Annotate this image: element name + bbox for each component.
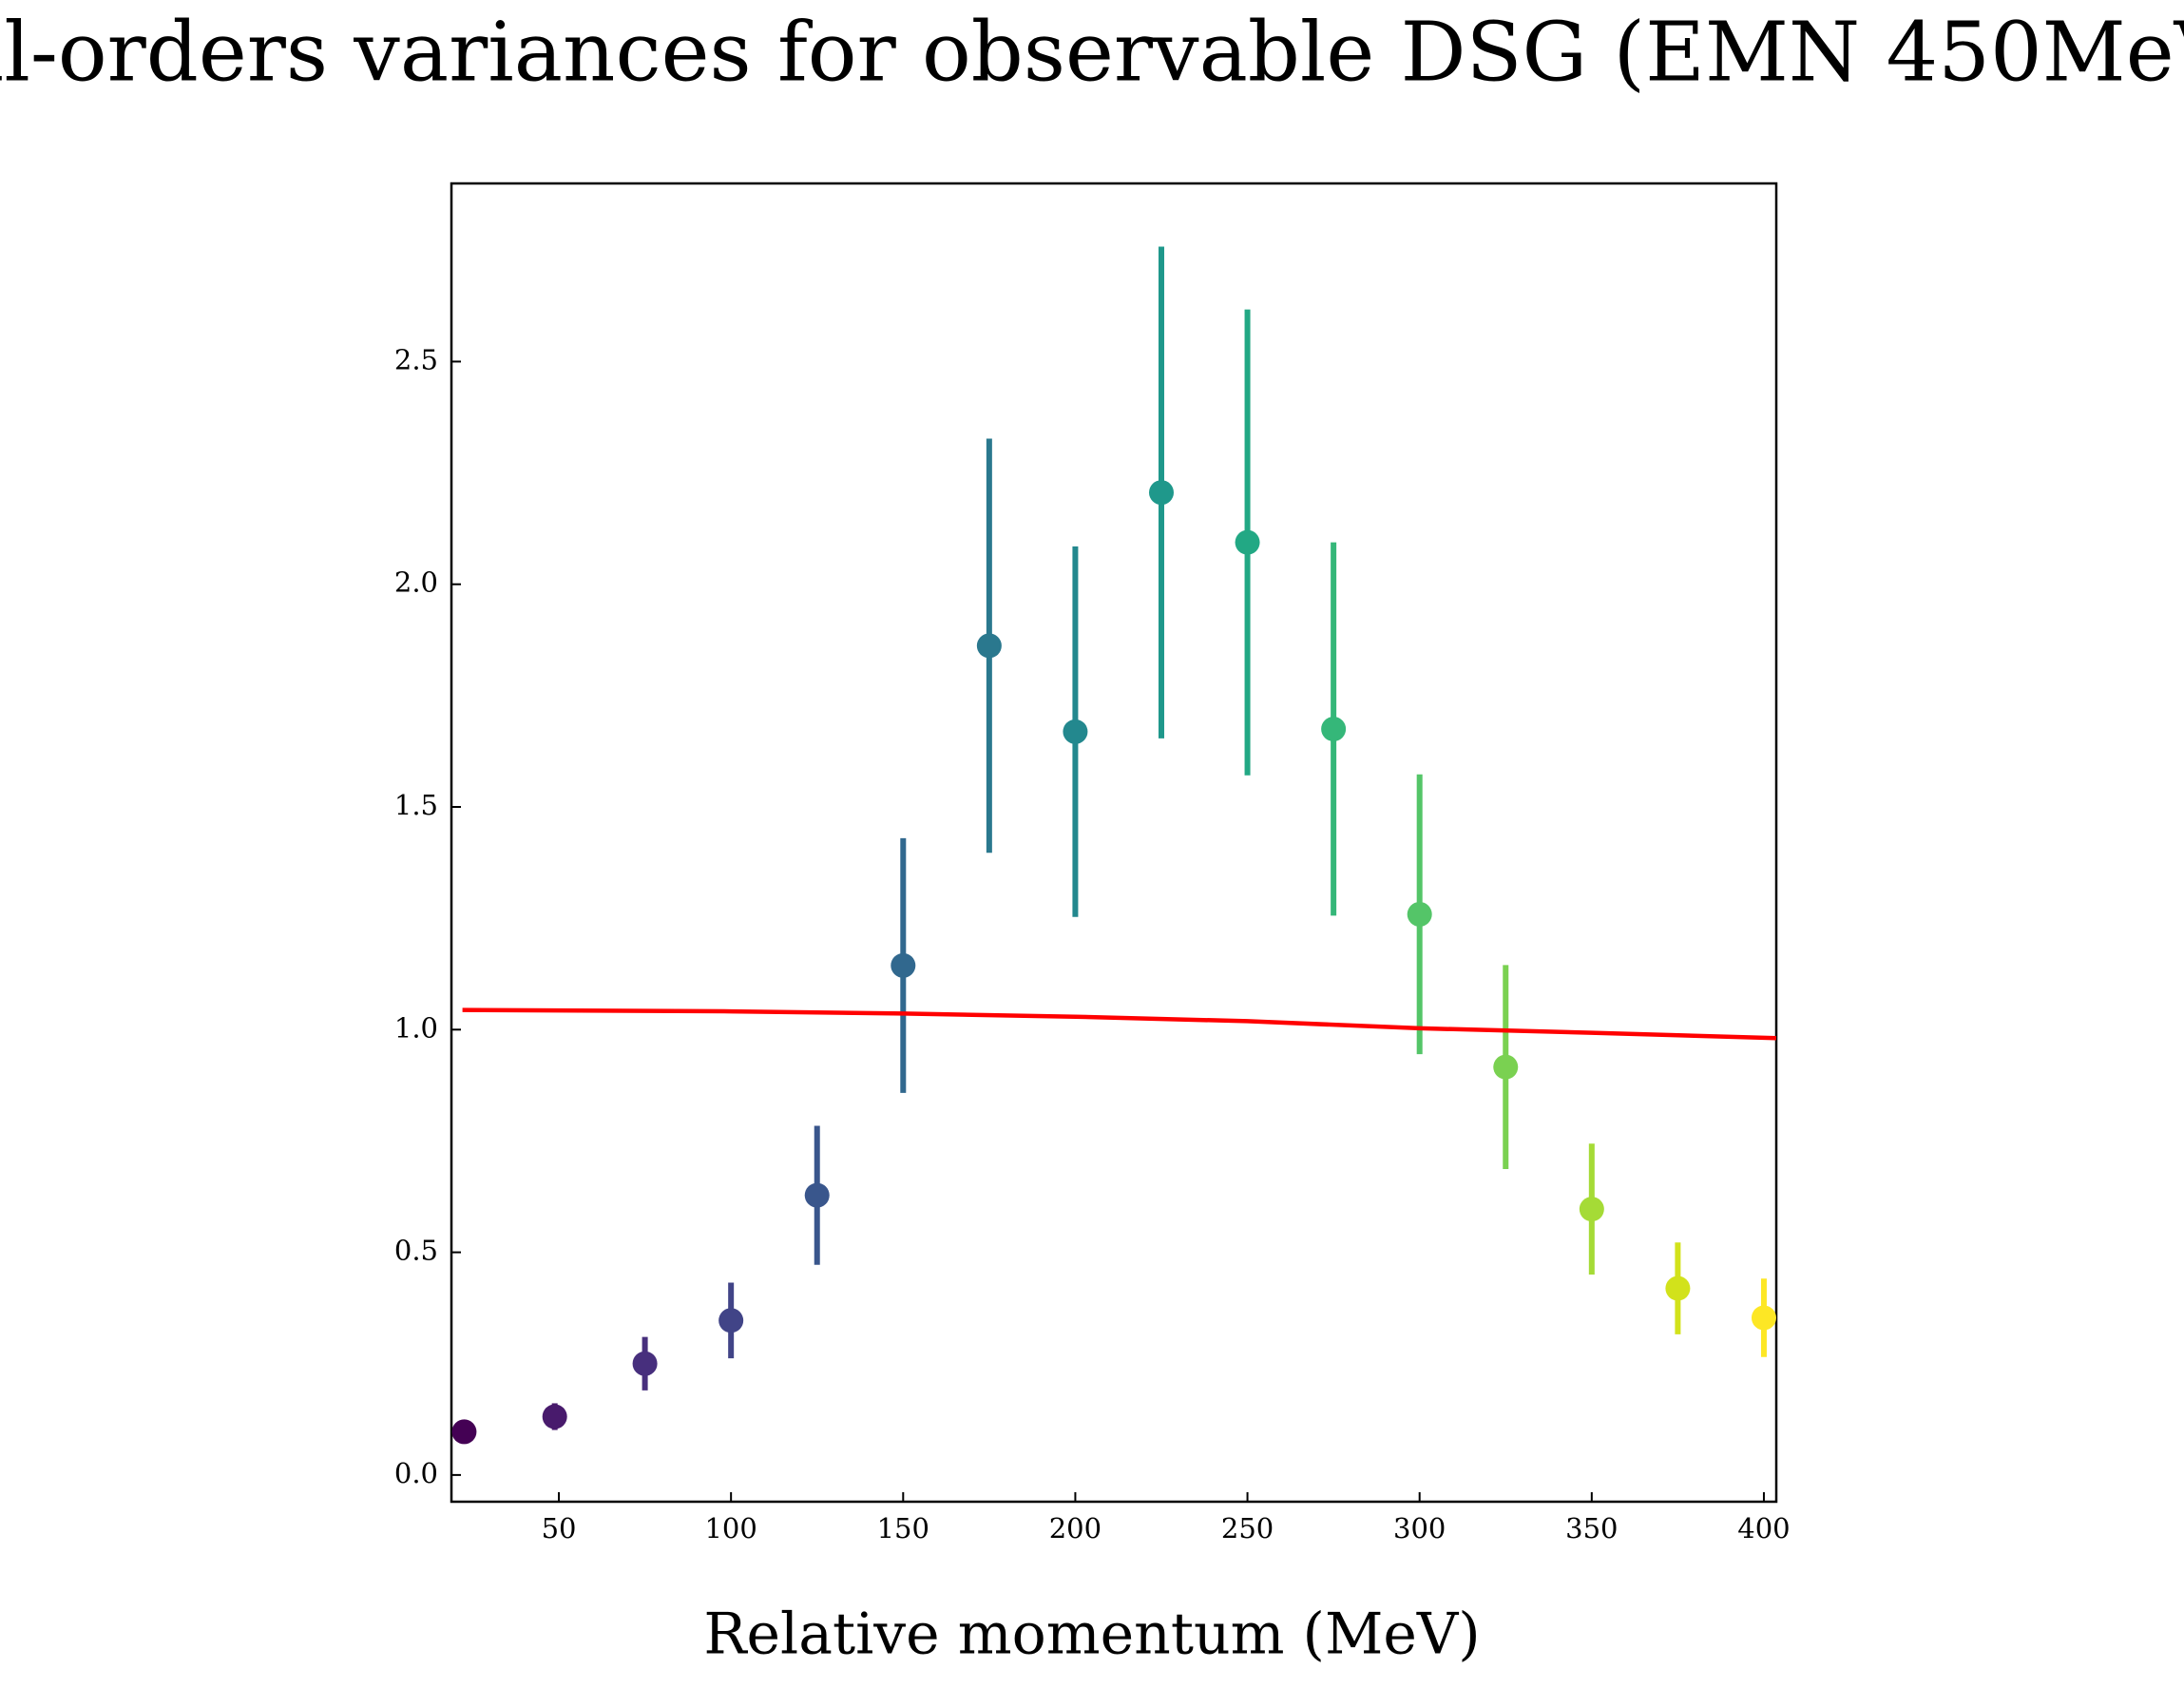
y-tick-label: 1.5 <box>394 789 438 821</box>
y-tick-label: 0.5 <box>394 1235 438 1267</box>
x-tick-label: 400 <box>1737 1512 1790 1544</box>
point <box>632 1351 658 1376</box>
point <box>804 1182 830 1208</box>
curve <box>462 1007 1777 1041</box>
y-tick-label: 1.0 <box>394 1011 438 1044</box>
point <box>1235 529 1260 555</box>
point <box>1407 901 1432 927</box>
x-axis-label: Relative momentum (MeV) <box>703 1602 1480 1668</box>
point <box>542 1404 567 1429</box>
x-tick-label: 100 <box>704 1512 757 1544</box>
x-tick-label: 250 <box>1221 1512 1274 1544</box>
point <box>891 952 916 978</box>
point <box>1063 719 1088 744</box>
chart-title: All-orders variances for observable DSG … <box>0 6 2184 101</box>
y-tick-label: 2.5 <box>394 343 438 375</box>
x-tick-label: 200 <box>1049 1512 1102 1544</box>
y-tick-label: 2.0 <box>394 566 438 599</box>
point <box>1751 1305 1776 1331</box>
point <box>1493 1054 1519 1080</box>
plot-frame <box>450 182 1778 1504</box>
x-tick-label: 300 <box>1393 1512 1446 1544</box>
point <box>1321 717 1347 742</box>
point <box>1665 1276 1691 1301</box>
x-tick-label: 350 <box>1565 1512 1618 1544</box>
x-tick-label: 150 <box>877 1512 929 1544</box>
point <box>451 1419 477 1445</box>
point <box>1579 1197 1604 1222</box>
x-tick-label: 50 <box>542 1512 577 1544</box>
y-tick-label: 0.0 <box>394 1457 438 1489</box>
point <box>1148 480 1174 506</box>
point <box>976 633 1002 659</box>
point <box>718 1308 744 1333</box>
